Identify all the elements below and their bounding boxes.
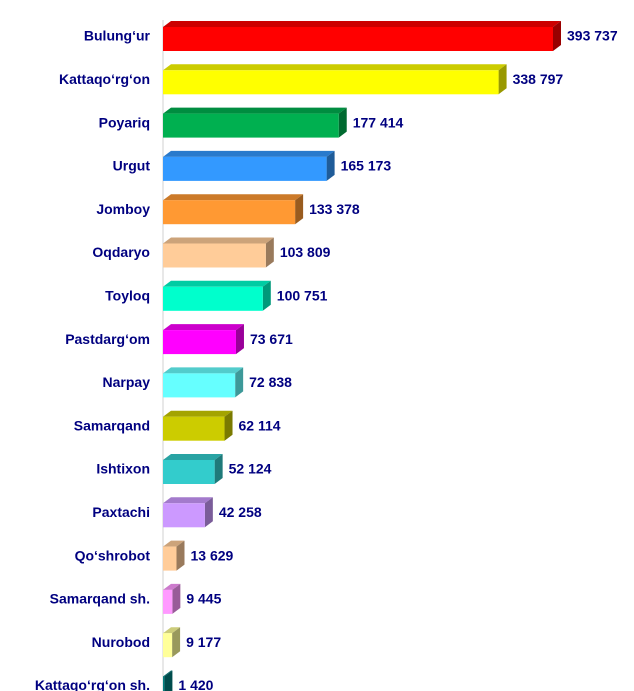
bar (163, 70, 499, 95)
value-label: 133 378 (309, 201, 360, 217)
bar-top (163, 21, 561, 27)
bar-side (235, 324, 244, 355)
bar-side (326, 150, 335, 181)
bar-side (553, 21, 561, 51)
value-label: 9 445 (186, 591, 221, 607)
category-label: Poyariq (99, 114, 150, 130)
value-label: 338 797 (513, 71, 564, 87)
value-label: 62 114 (239, 417, 281, 433)
bar (163, 546, 177, 571)
category-label: Bulung‘ur (84, 28, 151, 44)
bar-top (163, 194, 304, 201)
value-label: 72 838 (249, 374, 292, 390)
bar (163, 286, 263, 311)
bar-top (163, 583, 181, 590)
bar (163, 503, 205, 528)
bar (163, 330, 236, 355)
value-label: 13 629 (190, 547, 233, 563)
bar-side (204, 497, 213, 528)
bar-top (163, 107, 347, 114)
bar-side (265, 237, 274, 268)
bar (163, 676, 165, 691)
category-label: Qo‘shrobot (75, 547, 151, 563)
bar (163, 156, 327, 181)
bar (163, 113, 339, 138)
value-label: 9 177 (186, 634, 221, 650)
bar-top (163, 324, 244, 331)
category-label: Kattaqo‘rg‘on (59, 71, 150, 87)
category-label: Urgut (113, 158, 151, 174)
value-label: 100 751 (277, 288, 328, 304)
bar-top (163, 627, 181, 634)
category-label: Kattaqo‘rg‘on sh. (35, 677, 150, 691)
bar-top (163, 497, 213, 504)
value-label: 393 737 (567, 28, 618, 44)
bar-top (163, 540, 185, 547)
category-label: Ishtixon (96, 461, 150, 477)
bar-side (295, 194, 304, 225)
bar-side (172, 627, 181, 658)
bar-side (235, 367, 244, 398)
bar-side (262, 280, 271, 311)
bar-top (163, 64, 507, 71)
category-label: Pastdarg‘om (65, 331, 150, 347)
bar-side (498, 64, 507, 95)
bar (163, 633, 173, 658)
category-label: Samarqand (74, 417, 150, 433)
bar-side (164, 670, 173, 691)
bar (163, 416, 225, 441)
category-label: Jomboy (96, 201, 150, 217)
bar-side (214, 454, 223, 484)
value-label: 1 420 (178, 677, 213, 691)
value-label: 103 809 (280, 244, 331, 260)
bar (163, 200, 296, 225)
bar-side (176, 540, 185, 571)
bar-side (224, 410, 233, 441)
category-label: Samarqand sh. (50, 591, 150, 607)
bar-top (163, 454, 223, 460)
bar (163, 27, 553, 51)
bar-side (172, 583, 181, 614)
bar-top (163, 237, 274, 244)
category-label: Nurobod (92, 634, 150, 650)
bar (163, 373, 236, 398)
bar-top (163, 670, 173, 677)
value-label: 73 671 (250, 331, 293, 347)
value-label: 52 124 (229, 461, 272, 477)
value-label: 177 414 (353, 114, 404, 130)
value-label: 42 258 (219, 504, 262, 520)
value-label: 165 173 (341, 158, 392, 174)
bar-top (163, 280, 271, 287)
bar-top (163, 367, 244, 374)
category-label: Paxtachi (92, 504, 150, 520)
bar-top (163, 410, 233, 417)
bar (163, 460, 215, 484)
bar-side (338, 107, 347, 138)
bar (163, 243, 266, 268)
bar-top (163, 150, 335, 157)
category-label: Oqdaryo (92, 244, 150, 260)
category-label: Toyloq (105, 288, 150, 304)
category-label: Narpay (103, 374, 151, 390)
bar (163, 589, 173, 614)
